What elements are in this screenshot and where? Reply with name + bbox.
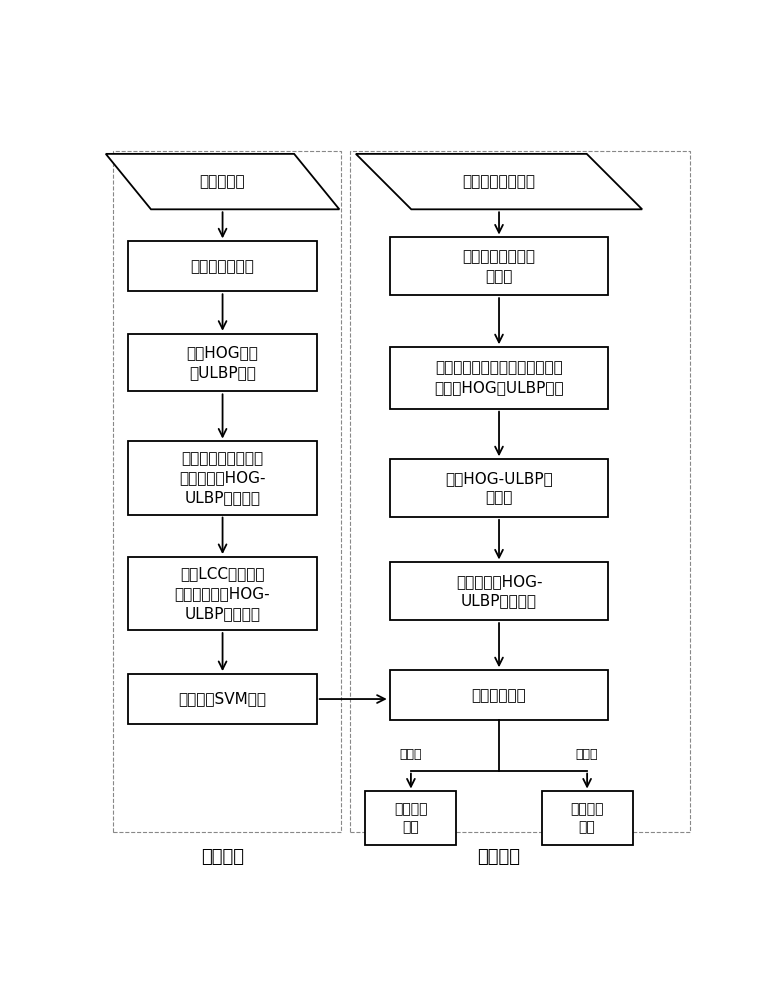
Text: 未检测到
目标: 未检测到 目标: [571, 802, 604, 835]
FancyBboxPatch shape: [129, 241, 317, 291]
Text: 计算模型输出: 计算模型输出: [472, 688, 526, 703]
FancyBboxPatch shape: [390, 670, 608, 720]
Text: 利用金字塔模型，依次对每层图
像提取HOG、ULBP特征: 利用金字塔模型，依次对每层图 像提取HOG、ULBP特征: [434, 361, 564, 395]
FancyBboxPatch shape: [129, 441, 317, 515]
Text: 负样本: 负样本: [576, 748, 598, 761]
FancyBboxPatch shape: [542, 791, 633, 845]
Polygon shape: [106, 154, 339, 209]
Text: 输出目标
位置: 输出目标 位置: [394, 802, 427, 835]
Text: 预处理，提取感兴
趣区域: 预处理，提取感兴 趣区域: [463, 249, 535, 284]
Polygon shape: [356, 154, 642, 209]
FancyBboxPatch shape: [390, 459, 608, 517]
FancyBboxPatch shape: [390, 347, 608, 409]
Text: 决策阶段: 决策阶段: [477, 848, 521, 866]
Text: 合并特征向量并高斯
归一化得到HOG-
ULBP特征向量: 合并特征向量并高斯 归一化得到HOG- ULBP特征向量: [180, 451, 266, 505]
Text: 计算HOG-ULBP特
征向量: 计算HOG-ULBP特 征向量: [445, 471, 553, 505]
Text: 利用LCC进行编码
，得到改进型HOG-
ULBP特征算子: 利用LCC进行编码 ，得到改进型HOG- ULBP特征算子: [175, 566, 270, 621]
FancyBboxPatch shape: [129, 674, 317, 724]
Text: 正负样本库: 正负样本库: [200, 174, 245, 189]
Text: 提取HOG特征
、ULBP特征: 提取HOG特征 、ULBP特征: [187, 345, 259, 380]
Text: 正样本: 正样本: [400, 748, 422, 761]
FancyBboxPatch shape: [129, 557, 317, 630]
FancyBboxPatch shape: [390, 237, 608, 295]
FancyBboxPatch shape: [390, 562, 608, 620]
Text: 提取感兴趣区域: 提取感兴趣区域: [191, 259, 255, 274]
Text: 学习阶段: 学习阶段: [201, 848, 244, 866]
FancyBboxPatch shape: [129, 334, 317, 391]
Text: 计算改进型HOG-
ULBP特征算子: 计算改进型HOG- ULBP特征算子: [456, 574, 543, 609]
Text: 待检测视频帧图像: 待检测视频帧图像: [463, 174, 535, 189]
FancyBboxPatch shape: [365, 791, 456, 845]
Text: 建立线性SVM模型: 建立线性SVM模型: [179, 692, 267, 707]
